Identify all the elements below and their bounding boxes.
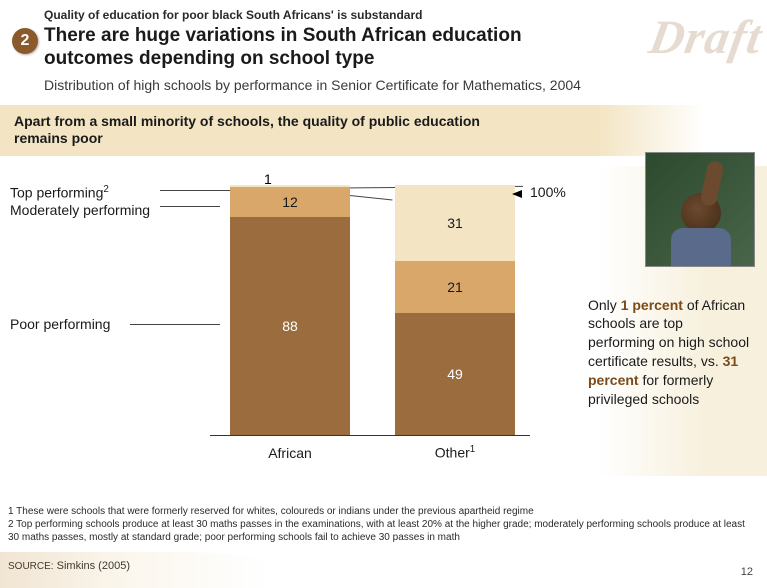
segment-other-poor: 49 [395, 313, 515, 434]
footnotes: 1 These were schools that were formerly … [8, 505, 748, 544]
commentary-pre1: Only [588, 297, 621, 313]
axis-other-text: Other [435, 445, 470, 461]
axis-label-other: Other1 [395, 444, 515, 461]
segment-african-mod: 12 [230, 187, 350, 217]
pretitle: Quality of education for poor black Sout… [44, 8, 747, 22]
slide-header: 2 Quality of education for poor black So… [0, 0, 767, 93]
bar-other: 492131 [395, 185, 515, 435]
chart-legend: Top performing2 Moderately performing [10, 184, 150, 221]
leader-line [130, 324, 220, 325]
highlight-banner: Apart from a small minority of schools, … [0, 105, 767, 156]
axis-other-sup: 1 [470, 444, 475, 455]
content-area: Top performing2 Moderately performing Po… [0, 166, 767, 476]
legend-top-sup: 2 [103, 184, 108, 195]
legend-top-label: Top performing [10, 184, 103, 200]
legend-poor-label: Poor performing [10, 316, 110, 332]
decorative-swoosh [0, 552, 320, 588]
page-title: There are huge variations in South Afric… [44, 25, 604, 71]
commentary-emph1: 1 percent [621, 297, 683, 313]
axis-label-african: African [230, 445, 350, 461]
student-photo [645, 152, 755, 267]
segment-african-poor: 88 [230, 217, 350, 435]
african-top-value-label: 1 [264, 171, 272, 187]
bar-african: 8812 [230, 185, 350, 435]
banner-text: Apart from a small minority of schools, … [14, 113, 514, 148]
page-number: 12 [741, 566, 753, 578]
bars-container: 8812 492131 [210, 186, 530, 436]
legend-moderate-label: Moderately performing [10, 201, 150, 221]
section-number-badge: 2 [12, 28, 38, 54]
legend-top: Top performing2 [10, 184, 150, 201]
stacked-bar-chart: Top performing2 Moderately performing Po… [0, 166, 580, 476]
footnote-2: 2 Top performing schools produce at leas… [8, 518, 748, 544]
footnote-1: 1 These were schools that were formerly … [8, 505, 748, 518]
subtitle: Distribution of high schools by performa… [44, 77, 747, 93]
segment-african-top [230, 185, 350, 187]
commentary-text: Only 1 percent of African schools are to… [588, 296, 753, 409]
hundred-percent-label: 100% [530, 184, 566, 200]
segment-other-mod: 21 [395, 261, 515, 313]
segment-other-top: 31 [395, 185, 515, 262]
